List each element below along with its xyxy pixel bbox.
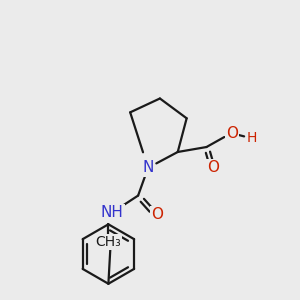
Text: CH₃: CH₃	[95, 235, 121, 249]
Text: H: H	[247, 131, 257, 145]
Text: N: N	[142, 160, 154, 175]
Text: NH: NH	[101, 205, 124, 220]
Text: O: O	[151, 207, 163, 222]
Text: O: O	[207, 160, 219, 175]
Text: O: O	[226, 126, 238, 141]
